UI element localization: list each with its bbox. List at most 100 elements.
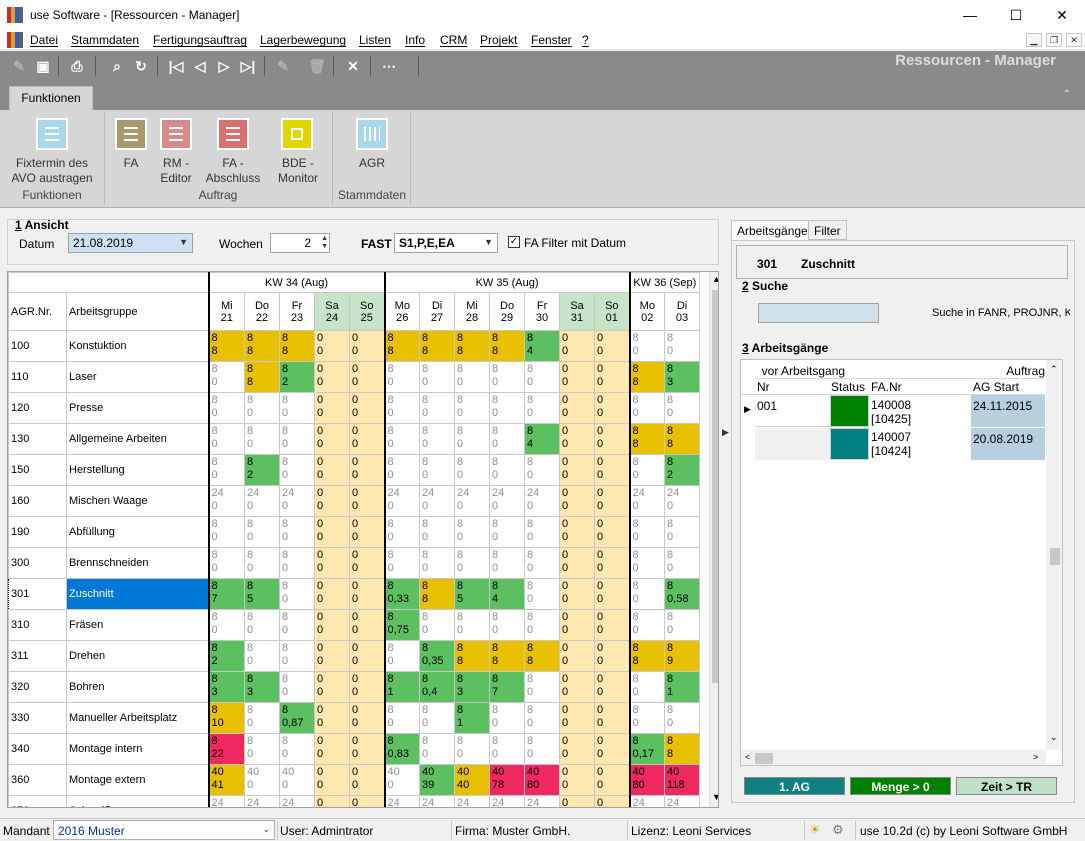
capacity-cell[interactable]: 24 0 bbox=[279, 485, 315, 517]
ag-row-2-status[interactable] bbox=[830, 428, 869, 460]
mandant-select[interactable]: 2016 Muster ⌄ bbox=[53, 820, 275, 840]
table-row[interactable]: 311 Drehen 8 2 8 0 8 0 0 0 0 0 8 0 8 0,35 8 8 8 8 8 8 0 0 0 0 8 8 8 9 bbox=[8, 640, 701, 672]
agr-button[interactable]: AGR bbox=[340, 156, 404, 171]
refresh-icon[interactable]: ↻ bbox=[135, 57, 147, 74]
agr-name-cell[interactable]: Montage intern bbox=[66, 733, 209, 765]
last-record-icon[interactable]: ▷| bbox=[240, 57, 256, 74]
agr-nr-cell[interactable]: 320 bbox=[8, 671, 67, 703]
chevron-down-icon[interactable]: ⌄ bbox=[262, 824, 270, 834]
table-row[interactable]: 301 Zuschnitt 8 7 8 5 8 0 0 0 0 0 8 0,33 8 8 8 5 8 4 8 0 0 0 0 0 8… bbox=[8, 578, 701, 610]
agr-nr-cell[interactable]: 110 bbox=[8, 361, 67, 393]
scroll-down-icon[interactable]: ⌄ bbox=[1050, 732, 1058, 742]
first-record-icon[interactable]: |◁ bbox=[168, 57, 184, 74]
agr-name-cell[interactable]: Manueller Arbeitsplatz bbox=[66, 702, 209, 734]
bde-monitor-button[interactable]: BDE - Monitor bbox=[268, 156, 328, 186]
scroll-thumb[interactable] bbox=[712, 290, 718, 683]
scroll-up-icon[interactable]: ⌃ bbox=[1050, 364, 1058, 374]
capacity-cell[interactable]: 24 0 bbox=[419, 485, 456, 517]
capacity-cell[interactable]: 24 0 bbox=[207, 485, 245, 517]
fa-filter-checkbox[interactable]: ✓ bbox=[508, 236, 520, 248]
agr-name-cell[interactable]: Fräsen bbox=[66, 609, 209, 641]
table-row[interactable]: 320 Bohren 8 3 8 3 8 0 0 0 0 0 8 1 8 0,4 8 3 8 7 8 0 0 0 0 0 8 0 8 1 bbox=[8, 671, 701, 703]
agr-nr-cell[interactable]: 340 bbox=[8, 733, 67, 765]
capacity-cell[interactable]: 0 bbox=[314, 795, 350, 807]
capacity-cell[interactable]: 8 22 bbox=[207, 733, 245, 765]
agr-name-cell[interactable]: Herstellung bbox=[66, 454, 209, 486]
ag-row-2-start[interactable]: 20.08.2019 bbox=[971, 428, 1045, 460]
agr-nr-cell[interactable]: 150 bbox=[8, 454, 67, 486]
ag-row-1-nr[interactable]: 001 bbox=[755, 395, 830, 427]
table-row[interactable]: 110 Laser 8 0 8 8 8 2 0 0 0 0 8 0 8 0 8 0 8 0 8 0 0 0 0 0 8 8 8 3 bbox=[8, 361, 701, 393]
capacity-cell[interactable]: 24 0 bbox=[664, 485, 701, 517]
agr-nr-cell[interactable]: 311 bbox=[8, 640, 67, 672]
delete-icon[interactable]: 🗑 bbox=[308, 57, 326, 74]
capacity-cell[interactable]: 24 0 bbox=[454, 485, 491, 517]
capacity-cell[interactable]: 0 bbox=[559, 795, 596, 807]
agr-nr-cell[interactable]: 370 bbox=[8, 795, 67, 807]
agr-nr-cell[interactable]: 120 bbox=[8, 392, 67, 424]
capacity-cell[interactable]: 24 bbox=[664, 795, 701, 807]
ag-hscroll-thumb[interactable] bbox=[755, 753, 773, 764]
ag-vscroll[interactable]: ⌃ ⌄ bbox=[1046, 360, 1062, 750]
capacity-cell[interactable]: 40 39 bbox=[419, 764, 456, 796]
ag-hscroll[interactable]: < > bbox=[741, 750, 1046, 765]
menu-fertigungsauftrag[interactable]: Fertigungsauftrag bbox=[153, 33, 248, 47]
close-button[interactable]: ✕ bbox=[1056, 6, 1068, 23]
menu-stammdaten[interactable]: Stammdaten bbox=[71, 33, 140, 47]
capacity-cell[interactable]: 24 0 bbox=[489, 485, 526, 517]
table-row[interactable]: 300 Brennschneiden 8 0 8 0 8 0 0 0 0 0 8 0 8 0 8 0 8 0 8 0 0 0 0… bbox=[8, 547, 701, 579]
gears-icon[interactable]: ⚙ bbox=[832, 822, 844, 837]
capacity-cell[interactable]: 24 bbox=[383, 795, 421, 807]
save-icon[interactable]: ▣ bbox=[36, 57, 50, 74]
agr-nr-cell[interactable]: 301 bbox=[8, 578, 67, 610]
spin-arrows-icon[interactable]: ▲ ▼ bbox=[321, 235, 328, 250]
splitter-arrow-icon[interactable]: ▶ bbox=[722, 427, 729, 437]
maximize-button[interactable]: ☐ bbox=[1009, 6, 1023, 23]
cancel-icon[interactable]: ✕ bbox=[347, 57, 359, 74]
agr-name-cell[interactable]: Montage extern bbox=[66, 764, 209, 796]
edit-icon[interactable]: ✎ bbox=[13, 57, 25, 74]
agr-name-cell[interactable]: Konstuktion bbox=[66, 330, 209, 362]
